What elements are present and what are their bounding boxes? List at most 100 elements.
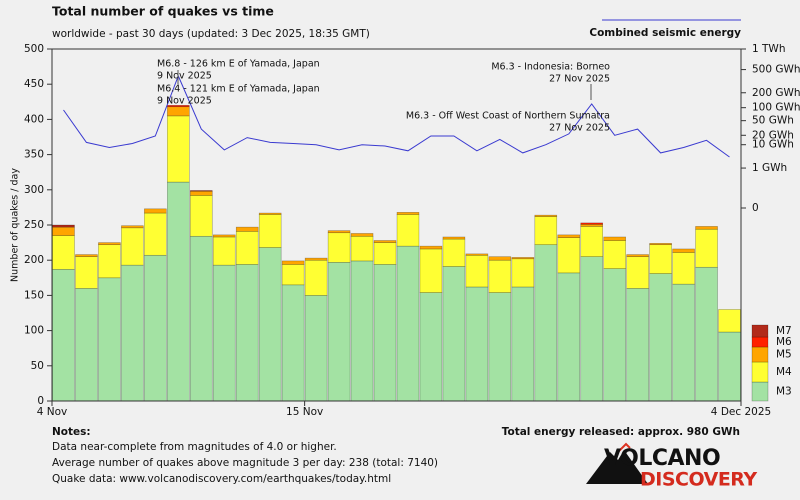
legend-swatch xyxy=(751,381,769,402)
legend-label: M3 xyxy=(776,386,792,398)
legend-swatch xyxy=(751,361,769,383)
bar-segment xyxy=(488,292,512,402)
bar-segment xyxy=(626,288,649,402)
legend-label: M6 xyxy=(776,336,792,348)
x-tick-label: 4 Nov xyxy=(37,406,68,418)
bar-segment xyxy=(396,212,420,215)
bar-segment xyxy=(718,309,741,333)
bar-segment xyxy=(167,106,190,117)
y-tick-label: 350 xyxy=(24,149,44,161)
bar-segment xyxy=(534,216,558,246)
bar-segment xyxy=(212,236,236,266)
bar-segment xyxy=(235,264,259,402)
bar-segment xyxy=(235,231,259,265)
bar-segment xyxy=(304,257,328,261)
bar-segment xyxy=(167,105,190,108)
bar-segment xyxy=(603,240,626,269)
x-tick-label: 15 Nov xyxy=(286,406,323,418)
legend-label: Combined seismic energy xyxy=(589,27,741,39)
bar-segment xyxy=(144,212,167,256)
annotation-date: 9 Nov 2025 xyxy=(157,71,212,82)
bar-segment xyxy=(190,195,213,237)
bar-segment xyxy=(75,254,98,257)
bar-segment xyxy=(144,208,167,214)
bar-segment xyxy=(419,245,443,250)
chart-title: Total number of quakes vs time xyxy=(52,4,274,19)
bar-segment xyxy=(649,243,672,246)
legend-swatch xyxy=(751,324,769,338)
bar-segment xyxy=(672,283,695,402)
bar-segment xyxy=(557,272,581,402)
bar-segment xyxy=(465,253,489,256)
bar-segment xyxy=(304,295,328,402)
bar-segment xyxy=(695,266,718,402)
bar-segment xyxy=(350,233,374,237)
bar-segment xyxy=(649,244,672,274)
y2-tick-label: 200 GWh xyxy=(752,87,800,99)
bar-segment xyxy=(52,269,75,402)
total-energy: Total energy released: approx. 980 GWh xyxy=(502,426,740,438)
legend-swatch xyxy=(751,336,769,348)
bar-segment xyxy=(167,115,190,183)
bar-segment xyxy=(235,226,259,232)
y-axis-label: Number of quakes / day xyxy=(10,168,21,282)
bar-segment xyxy=(396,214,420,247)
bar-segment xyxy=(488,256,512,261)
y-tick-label: 500 xyxy=(24,43,44,55)
annotation-date: 27 Nov 2025 xyxy=(549,123,610,134)
y-tick-label: 150 xyxy=(24,289,44,301)
y2-tick-label: 0 xyxy=(752,202,759,214)
y-tick-label: 400 xyxy=(24,113,44,125)
bar-segment xyxy=(121,227,144,266)
bar-segment xyxy=(465,286,489,402)
bar-segment xyxy=(511,286,535,402)
bar-segment xyxy=(350,235,374,262)
y-tick-label: 300 xyxy=(24,184,44,196)
plot-area xyxy=(52,49,741,401)
bar-segment xyxy=(580,223,604,227)
y2-tick-label: 100 GWh xyxy=(752,102,800,114)
bar-segment xyxy=(327,262,351,402)
annotation-date: 9 Nov 2025 xyxy=(157,96,212,107)
y-tick-label: 0 xyxy=(37,395,44,407)
bar-segment xyxy=(465,254,489,288)
bar-segment xyxy=(603,236,626,241)
logo-icon xyxy=(617,442,631,453)
bar-segment xyxy=(442,236,466,240)
bar-segment xyxy=(52,235,75,270)
bar-segment xyxy=(695,228,718,268)
bar-segment xyxy=(52,226,75,236)
y-tick-label: 100 xyxy=(24,325,44,337)
bar-segment xyxy=(534,244,558,402)
bar-segment xyxy=(121,264,144,402)
bar-segment xyxy=(603,268,626,402)
bar-segment xyxy=(304,259,328,296)
annotation: M6.3 - Off West Coast of Northern Sumatr… xyxy=(406,111,610,122)
bar-segment xyxy=(373,240,397,243)
bar-segment xyxy=(672,252,695,285)
bar-segment xyxy=(396,245,420,402)
bar-segment xyxy=(281,264,305,286)
logo-text: DISCOVERY xyxy=(640,469,757,491)
bar-segment xyxy=(649,273,672,402)
bar-segment xyxy=(626,254,649,257)
plot-frame xyxy=(51,48,742,402)
bar-segment xyxy=(327,232,351,263)
annotation-date: 27 Nov 2025 xyxy=(549,74,610,85)
bar-segment xyxy=(511,258,535,288)
bar-segment xyxy=(672,248,695,253)
bar-segment xyxy=(695,226,718,230)
bar-segment xyxy=(212,264,236,402)
note: Average number of quakes above magnitude… xyxy=(52,457,438,469)
y2-tick-label: 1 TWh xyxy=(752,43,785,55)
bar-segment xyxy=(190,190,213,192)
bar-segment xyxy=(144,254,167,402)
bar-segment xyxy=(258,247,282,402)
bar-segment xyxy=(75,256,98,289)
bar-segment xyxy=(488,259,512,293)
y2-tick-label: 20 GWh xyxy=(752,129,794,141)
bar-segment xyxy=(442,266,466,402)
bar-segment xyxy=(373,264,397,402)
bar-segment xyxy=(626,256,649,289)
